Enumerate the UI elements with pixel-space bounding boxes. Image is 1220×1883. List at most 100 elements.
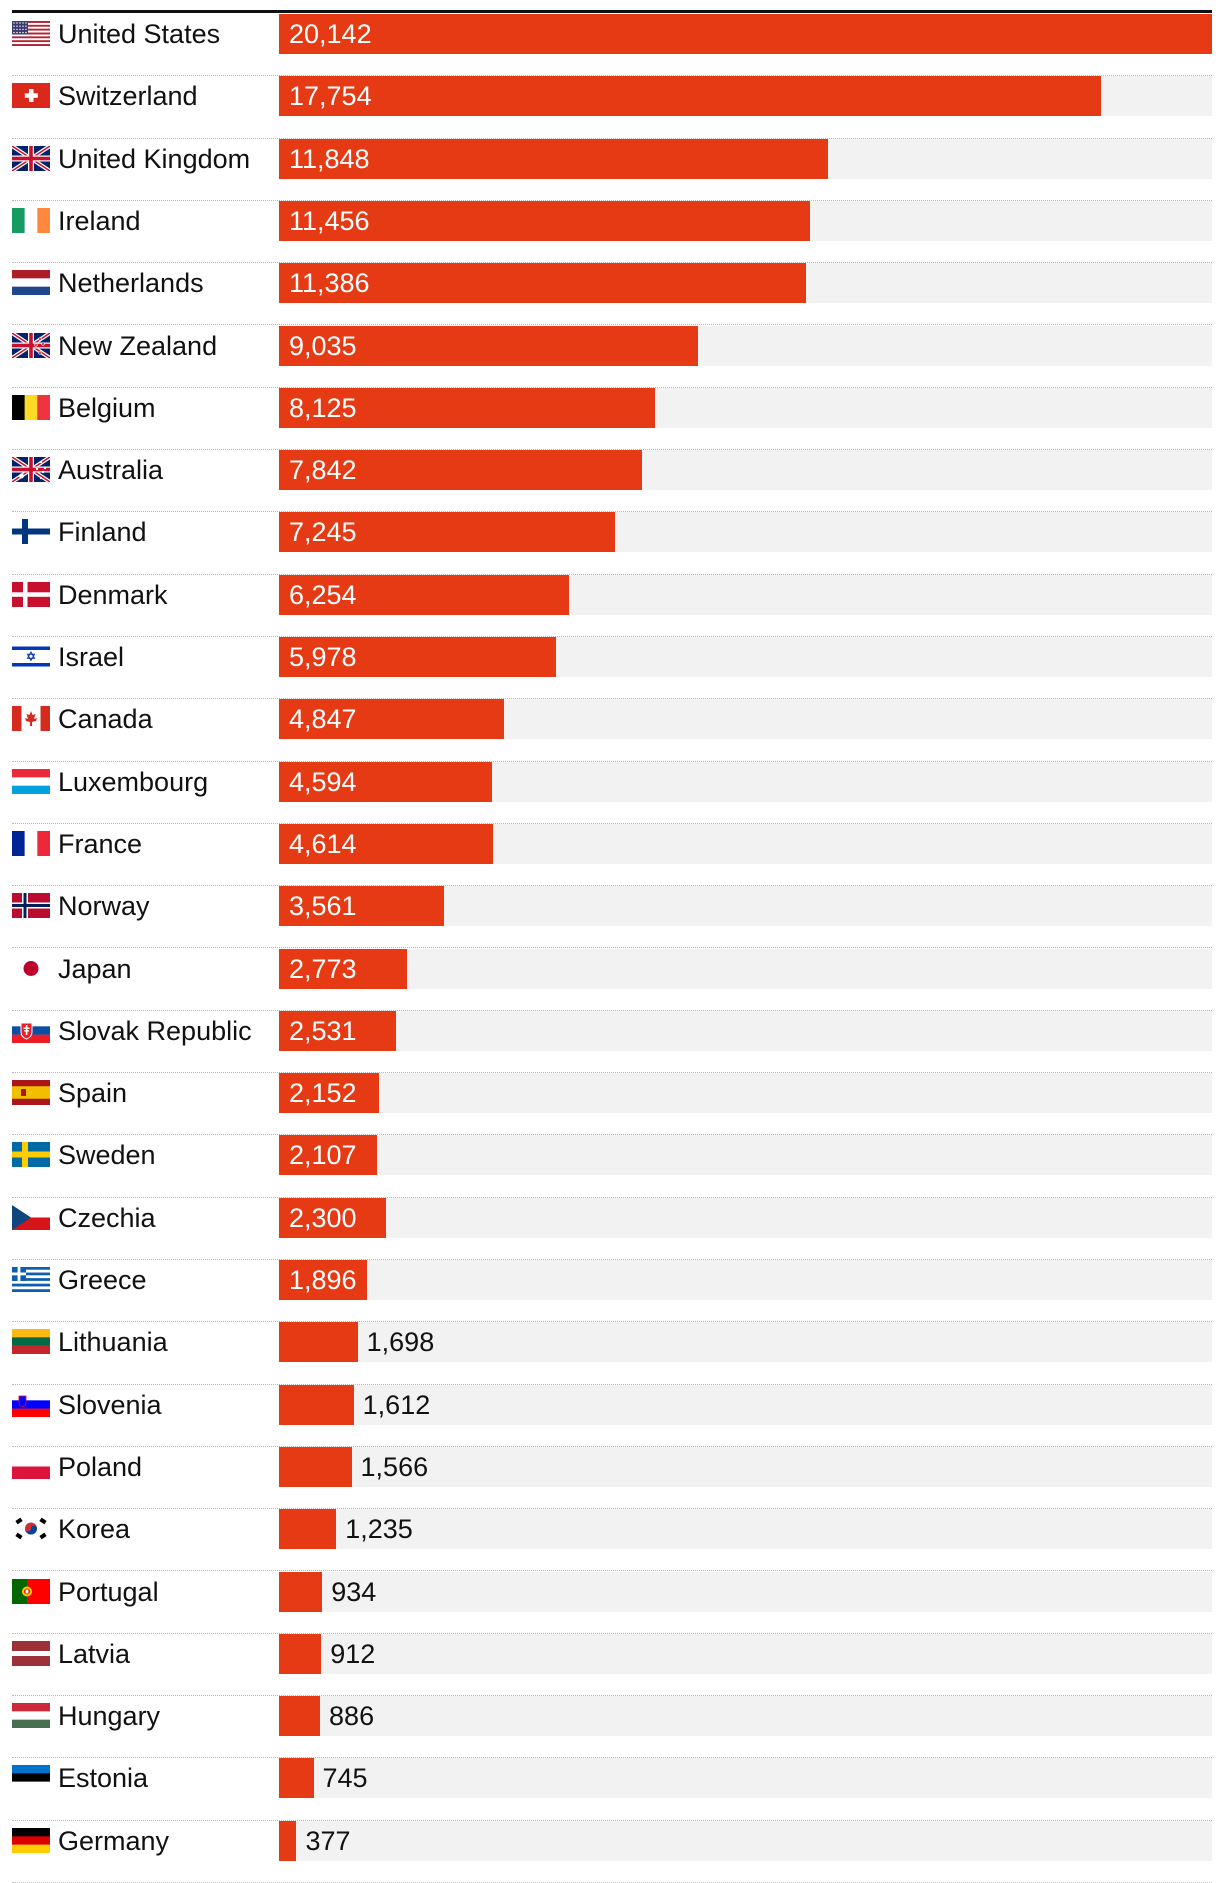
- row-separator: [12, 262, 1212, 264]
- row-separator: [12, 760, 1212, 762]
- bar-track: 4,594: [279, 761, 1212, 802]
- canada-flag-icon: [12, 706, 50, 732]
- value-label: 6,254: [289, 579, 357, 610]
- row-separator: [12, 1009, 1212, 1011]
- bar-track: 2,107: [279, 1135, 1212, 1176]
- bar-track: 1,698: [279, 1322, 1212, 1363]
- bar: [279, 948, 408, 989]
- bar: [279, 1260, 367, 1300]
- chart-row: Norway 3,561: [0, 886, 1220, 949]
- row-separator: [12, 1632, 1212, 1634]
- bar: [279, 387, 656, 428]
- france-flag-icon: [12, 830, 50, 856]
- chart-row: Lithuania 1,698: [0, 1322, 1220, 1385]
- bar: [279, 1010, 397, 1051]
- chart-row: Portugal 934: [0, 1571, 1220, 1634]
- bar-track: 886: [279, 1696, 1212, 1737]
- chart-row: Canada 4,847: [0, 699, 1220, 762]
- category-label: Ireland: [58, 205, 141, 236]
- belgium-flag-icon: [12, 394, 50, 420]
- category-label: Denmark: [58, 579, 168, 610]
- bar-track: 5,978: [279, 637, 1212, 677]
- finland-flag-icon: [12, 519, 50, 545]
- chart-row: United States 20,142: [0, 14, 1220, 77]
- category-label: Sweden: [58, 1140, 156, 1171]
- chart-row: United Kingdom 11,848: [0, 138, 1220, 201]
- value-label: 9,035: [289, 330, 357, 361]
- category-label: New Zealand: [58, 330, 218, 361]
- hungary-flag-icon: [12, 1703, 50, 1729]
- category-label: Australia: [58, 455, 164, 486]
- bar: [279, 450, 643, 491]
- chart-row: Slovenia 1,612: [0, 1384, 1220, 1447]
- row-separator: [12, 698, 1212, 700]
- category-label: Netherlands: [58, 268, 204, 299]
- value-label: 8,125: [289, 392, 357, 423]
- greece-flag-icon: [12, 1267, 50, 1292]
- row-separator: [12, 1757, 1212, 1759]
- row-separator: [12, 324, 1212, 326]
- bar-track: 912: [279, 1633, 1212, 1674]
- category-label: Finland: [58, 517, 147, 548]
- top-rule: [12, 10, 1212, 13]
- category-label: Latvia: [58, 1638, 131, 1669]
- row-separator: [12, 386, 1212, 388]
- bar-track: 1,612: [279, 1384, 1212, 1425]
- bar: [279, 761, 492, 802]
- row-separator: [12, 511, 1212, 513]
- value-label: 5,978: [289, 642, 357, 672]
- uk-flag-icon: [12, 145, 50, 171]
- bar: [279, 512, 615, 553]
- bar: [279, 1322, 358, 1363]
- value-label: 1,612: [362, 1389, 431, 1420]
- chart-row: Ireland 11,456: [0, 200, 1220, 264]
- bar-track: 7,245: [279, 512, 1212, 553]
- bar-track: 4,847: [279, 699, 1212, 740]
- value-label: 2,773: [289, 953, 357, 984]
- value-label: 4,847: [289, 704, 357, 735]
- category-label: Belgium: [58, 392, 156, 423]
- switzerland-flag-icon: [12, 83, 50, 109]
- chart-row: Korea 1,235: [0, 1509, 1220, 1572]
- category-label: Estonia: [58, 1763, 149, 1794]
- row-separator: [12, 1321, 1212, 1323]
- bar-track: 3,561: [279, 886, 1212, 927]
- value-label: 17,754: [289, 81, 372, 112]
- bar: [279, 1073, 379, 1114]
- chart-row: Poland 1,566: [0, 1446, 1220, 1510]
- row-separator: [12, 635, 1212, 637]
- us-flag-icon: [12, 21, 50, 46]
- row-separator: [12, 822, 1212, 824]
- bar: [279, 1820, 297, 1861]
- japan-flag-icon: [12, 955, 50, 981]
- slovenia-flag-icon: [12, 1391, 50, 1417]
- row-separator: [12, 1134, 1212, 1136]
- estonia-flag-icon: [12, 1765, 50, 1791]
- category-label: Spain: [58, 1078, 128, 1109]
- value-label: 11,456: [289, 205, 370, 236]
- value-label: 3,561: [289, 891, 357, 922]
- row-separator: [12, 1445, 1212, 1447]
- bar-track: 20,142: [279, 14, 1212, 54]
- chart-row: Slovak Republic 2,531: [0, 1010, 1220, 1074]
- bar: [279, 886, 444, 927]
- value-label: 11,386: [289, 268, 370, 299]
- bar: [279, 1446, 352, 1487]
- value-label: 11,848: [289, 143, 370, 174]
- bar-track: 11,848: [279, 138, 1212, 179]
- category-label: United States: [58, 19, 221, 49]
- row-separator: [12, 1570, 1212, 1572]
- chart-row: Latvia 912: [0, 1633, 1220, 1697]
- value-label: 1,235: [345, 1514, 413, 1545]
- chart-row: Switzerland 17,754: [0, 76, 1220, 139]
- value-label: 4,594: [289, 766, 357, 797]
- bar-track: 6,254: [279, 574, 1212, 615]
- value-label: 886: [329, 1701, 375, 1732]
- bar-track: 1,566: [279, 1446, 1212, 1487]
- row-separator: [12, 1072, 1212, 1074]
- chart-row: Netherlands 11,386: [0, 263, 1220, 326]
- bar-track: 2,531: [279, 1010, 1212, 1051]
- bar: [279, 1384, 354, 1425]
- chart-row: Germany 377: [0, 1820, 1220, 1883]
- bar: [279, 637, 556, 677]
